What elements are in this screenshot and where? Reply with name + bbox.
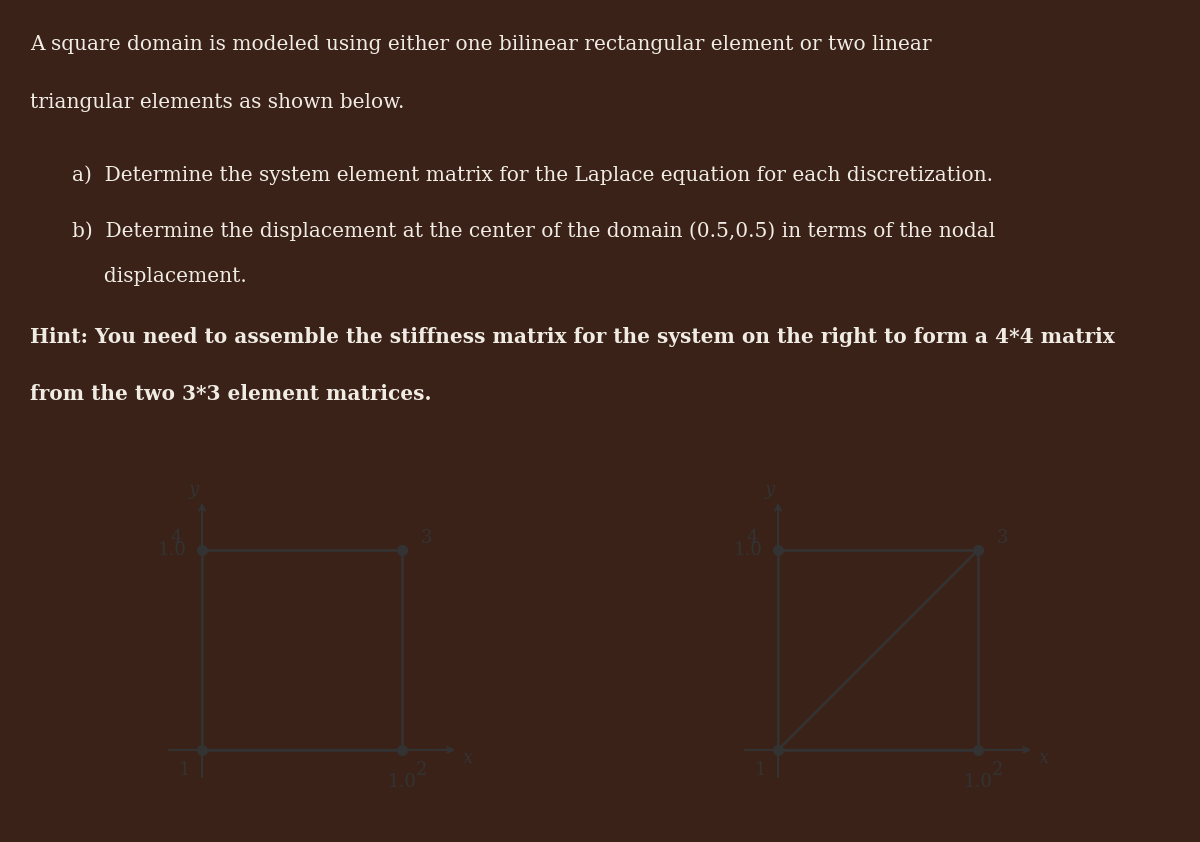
Text: A square domain is modeled using either one bilinear rectangular element or two : A square domain is modeled using either …	[30, 35, 931, 54]
Text: y: y	[188, 481, 199, 499]
Text: 3: 3	[996, 529, 1008, 547]
Text: 2: 2	[416, 761, 427, 779]
Text: b)  Determine the displacement at the center of the domain (0.5,0.5) in terms of: b) Determine the displacement at the cen…	[72, 221, 995, 241]
Text: a)  Determine the system element matrix for the Laplace equation for each discre: a) Determine the system element matrix f…	[72, 165, 994, 185]
Text: 1.0: 1.0	[157, 541, 186, 559]
Text: 2: 2	[992, 761, 1003, 779]
Text: y: y	[764, 481, 775, 499]
Text: triangular elements as shown below.: triangular elements as shown below.	[30, 93, 404, 112]
Text: 3: 3	[420, 529, 432, 547]
Text: 1.0: 1.0	[733, 541, 762, 559]
Text: 4: 4	[746, 529, 757, 547]
Text: Hint: You need to assemble the stiffness matrix for the system on the right to f: Hint: You need to assemble the stiffness…	[30, 328, 1115, 348]
Text: 1.0: 1.0	[964, 773, 992, 791]
Text: x: x	[463, 749, 473, 767]
Text: 1: 1	[755, 761, 766, 779]
Text: from the two 3*3 element matrices.: from the two 3*3 element matrices.	[30, 384, 432, 403]
Text: 4: 4	[170, 529, 181, 547]
Text: 1.0: 1.0	[388, 773, 416, 791]
Text: 1: 1	[179, 761, 190, 779]
Text: displacement.: displacement.	[72, 267, 247, 285]
Text: x: x	[1039, 749, 1049, 767]
